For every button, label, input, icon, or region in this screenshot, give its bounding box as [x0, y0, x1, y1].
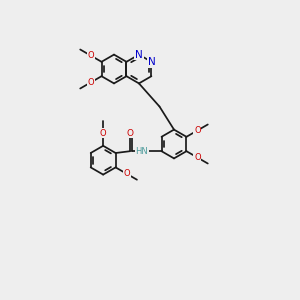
Text: O: O: [194, 153, 201, 162]
Text: HN: HN: [135, 147, 148, 156]
Text: O: O: [87, 51, 94, 60]
Text: O: O: [100, 129, 106, 138]
Text: O: O: [123, 169, 130, 178]
Text: O: O: [87, 78, 94, 87]
Text: N: N: [148, 57, 155, 67]
Text: O: O: [127, 129, 134, 138]
Text: N: N: [135, 50, 143, 60]
Text: O: O: [194, 126, 201, 135]
